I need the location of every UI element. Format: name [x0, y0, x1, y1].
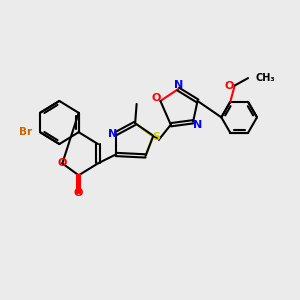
Text: O: O	[151, 93, 160, 103]
Text: O: O	[58, 158, 67, 168]
Text: O: O	[74, 188, 83, 198]
Text: N: N	[108, 129, 117, 139]
Text: Br: Br	[20, 127, 33, 137]
Text: CH₃: CH₃	[256, 73, 275, 83]
Text: S: S	[152, 132, 160, 142]
Text: N: N	[193, 120, 202, 130]
Text: O: O	[225, 80, 234, 91]
Text: N: N	[174, 80, 183, 90]
